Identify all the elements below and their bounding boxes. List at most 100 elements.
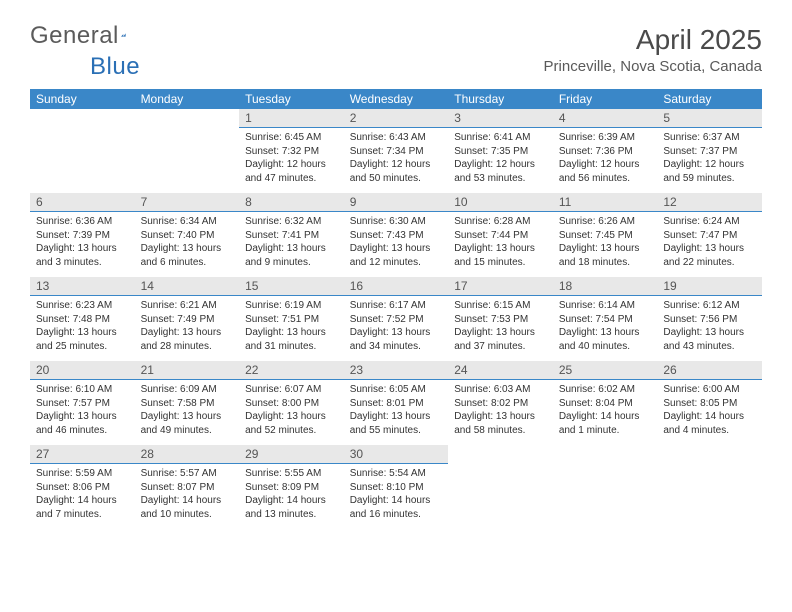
day-content-cell: Sunrise: 6:37 AMSunset: 7:37 PMDaylight:… [657,128,762,194]
sunset-line: Sunset: 7:48 PM [36,313,129,327]
daylight-line: Daylight: 13 hours and 6 minutes. [141,242,234,269]
sunrise-line: Sunrise: 6:24 AM [663,215,756,229]
day-number-cell: 18 [553,277,658,296]
day-number: 5 [657,109,762,127]
daylight-line: Daylight: 13 hours and 28 minutes. [141,326,234,353]
day-content-cell: Sunrise: 6:39 AMSunset: 7:36 PMDaylight:… [553,128,658,194]
empty-content-cell [135,128,240,194]
sunset-line: Sunset: 7:40 PM [141,229,234,243]
day-number-cell: 5 [657,109,762,128]
sunset-line: Sunset: 8:07 PM [141,481,234,495]
sunrise-line: Sunrise: 6:00 AM [663,383,756,397]
day-content-cell: Sunrise: 6:19 AMSunset: 7:51 PMDaylight:… [239,296,344,362]
week-content-row: Sunrise: 5:59 AMSunset: 8:06 PMDaylight:… [30,464,762,530]
week-daynum-row: 13141516171819 [30,277,762,296]
sunrise-line: Sunrise: 6:12 AM [663,299,756,313]
sunrise-line: Sunrise: 6:32 AM [245,215,338,229]
daylight-line: Daylight: 13 hours and 15 minutes. [454,242,547,269]
day-number: 6 [30,193,135,211]
sunrise-line: Sunrise: 6:34 AM [141,215,234,229]
day-number-cell: 3 [448,109,553,128]
daylight-line: Daylight: 12 hours and 56 minutes. [559,158,652,185]
day-number: 25 [553,361,658,379]
sunrise-line: Sunrise: 6:39 AM [559,131,652,145]
sunset-line: Sunset: 7:47 PM [663,229,756,243]
sunrise-line: Sunrise: 6:14 AM [559,299,652,313]
sunset-line: Sunset: 7:45 PM [559,229,652,243]
sunrise-line: Sunrise: 6:26 AM [559,215,652,229]
day-number: 30 [344,445,449,463]
empty-content-cell [30,128,135,194]
day-number: 19 [657,277,762,295]
day-content-cell: Sunrise: 6:17 AMSunset: 7:52 PMDaylight:… [344,296,449,362]
daylight-line: Daylight: 13 hours and 22 minutes. [663,242,756,269]
day-number: 28 [135,445,240,463]
day-number: 9 [344,193,449,211]
sunset-line: Sunset: 7:36 PM [559,145,652,159]
daylight-line: Daylight: 14 hours and 4 minutes. [663,410,756,437]
day-number-cell: 4 [553,109,658,128]
day-content-cell: Sunrise: 6:21 AMSunset: 7:49 PMDaylight:… [135,296,240,362]
sunset-line: Sunset: 8:09 PM [245,481,338,495]
sunrise-line: Sunrise: 6:17 AM [350,299,443,313]
day-number: 29 [239,445,344,463]
brand-logo: General [30,24,151,48]
day-number: 26 [657,361,762,379]
day-number-cell: 19 [657,277,762,296]
brand-word2: Blue [90,55,140,79]
empty-content-cell [657,464,762,530]
day-number: 7 [135,193,240,211]
day-number-cell: 12 [657,193,762,212]
day-number: 2 [344,109,449,127]
daylight-line: Daylight: 13 hours and 31 minutes. [245,326,338,353]
week-content-row: Sunrise: 6:45 AMSunset: 7:32 PMDaylight:… [30,128,762,194]
week-content-row: Sunrise: 6:23 AMSunset: 7:48 PMDaylight:… [30,296,762,362]
calendar-body: 12 345Sunrise: 6:45 AMSunset: 7:32 PMDayl… [30,109,762,529]
daylight-line: Daylight: 14 hours and 13 minutes. [245,494,338,521]
daylight-line: Daylight: 12 hours and 50 minutes. [350,158,443,185]
day-number: 17 [448,277,553,295]
daylight-line: Daylight: 13 hours and 34 minutes. [350,326,443,353]
day-content-cell: Sunrise: 6:36 AMSunset: 7:39 PMDaylight:… [30,212,135,278]
daylight-line: Daylight: 13 hours and 55 minutes. [350,410,443,437]
sunset-line: Sunset: 7:44 PM [454,229,547,243]
day-content-cell: Sunrise: 6:34 AMSunset: 7:40 PMDaylight:… [135,212,240,278]
daylight-line: Daylight: 12 hours and 59 minutes. [663,158,756,185]
daylight-line: Daylight: 14 hours and 1 minute. [559,410,652,437]
day-content-cell: Sunrise: 6:43 AMSunset: 7:34 PMDaylight:… [344,128,449,194]
sunset-line: Sunset: 7:43 PM [350,229,443,243]
day-number-cell: 20 [30,361,135,380]
day-number: 14 [135,277,240,295]
empty-content-cell [448,464,553,530]
daylight-line: Daylight: 13 hours and 58 minutes. [454,410,547,437]
empty-day-cell [448,445,553,464]
day-number-cell: 24 [448,361,553,380]
sunset-line: Sunset: 7:54 PM [559,313,652,327]
empty-day-cell [30,109,135,128]
day-number-cell: 13 [30,277,135,296]
sunset-line: Sunset: 7:39 PM [36,229,129,243]
week-content-row: Sunrise: 6:10 AMSunset: 7:57 PMDaylight:… [30,380,762,446]
day-content-cell: Sunrise: 5:54 AMSunset: 8:10 PMDaylight:… [344,464,449,530]
day-content-cell: Sunrise: 6:24 AMSunset: 7:47 PMDaylight:… [657,212,762,278]
day-number: 11 [553,193,658,211]
sunrise-line: Sunrise: 6:30 AM [350,215,443,229]
daylight-line: Daylight: 13 hours and 18 minutes. [559,242,652,269]
day-number: 23 [344,361,449,379]
day-number: 21 [135,361,240,379]
sunrise-line: Sunrise: 6:21 AM [141,299,234,313]
sunrise-line: Sunrise: 6:15 AM [454,299,547,313]
day-content-cell: Sunrise: 6:09 AMSunset: 7:58 PMDaylight:… [135,380,240,446]
sunrise-line: Sunrise: 6:09 AM [141,383,234,397]
day-number: 27 [30,445,135,463]
daylight-line: Daylight: 13 hours and 12 minutes. [350,242,443,269]
daylight-line: Daylight: 12 hours and 53 minutes. [454,158,547,185]
sunrise-line: Sunrise: 6:05 AM [350,383,443,397]
sunset-line: Sunset: 7:51 PM [245,313,338,327]
empty-day-cell [657,445,762,464]
day-content-cell: Sunrise: 6:32 AMSunset: 7:41 PMDaylight:… [239,212,344,278]
day-number-cell: 25 [553,361,658,380]
daylight-line: Daylight: 13 hours and 25 minutes. [36,326,129,353]
day-content-cell: Sunrise: 6:10 AMSunset: 7:57 PMDaylight:… [30,380,135,446]
day-content-cell: Sunrise: 5:55 AMSunset: 8:09 PMDaylight:… [239,464,344,530]
